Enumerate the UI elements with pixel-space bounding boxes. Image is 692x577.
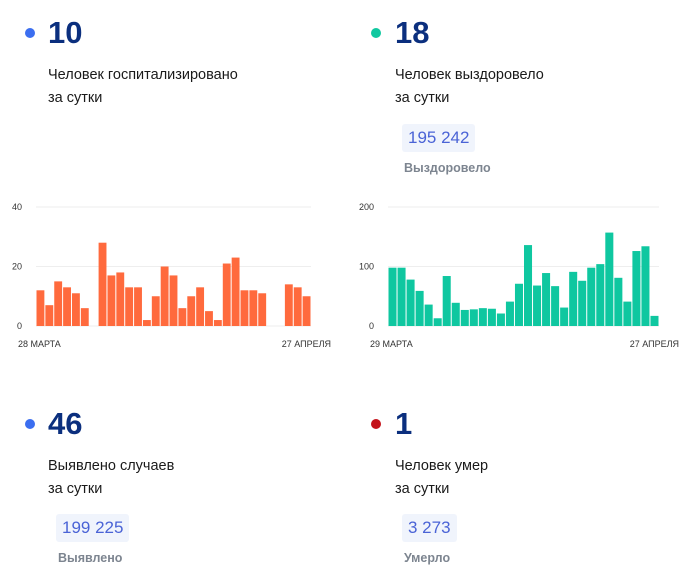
deaths-count: 1 bbox=[395, 406, 413, 441]
bar bbox=[142, 320, 151, 326]
bar bbox=[542, 273, 551, 326]
bar bbox=[560, 307, 569, 326]
y-tick-label: 20 bbox=[12, 262, 22, 272]
bar bbox=[460, 309, 469, 326]
bar bbox=[196, 287, 205, 326]
bar bbox=[388, 267, 397, 326]
bar bbox=[587, 267, 596, 326]
bar bbox=[258, 293, 267, 326]
bar bbox=[406, 279, 415, 326]
bar bbox=[205, 311, 213, 326]
x-end-label: 27 АПРЕЛЯ bbox=[282, 339, 331, 349]
hospitalized-count: 10 bbox=[48, 15, 83, 50]
bar bbox=[533, 285, 542, 326]
bar bbox=[623, 301, 632, 326]
cases-total-label: Выявлено bbox=[58, 551, 123, 565]
bar bbox=[107, 275, 116, 326]
blue-dot-icon bbox=[25, 28, 35, 38]
bar bbox=[415, 290, 424, 326]
bar bbox=[187, 296, 196, 326]
deaths-total: 3 273 bbox=[402, 514, 457, 542]
bar bbox=[169, 275, 178, 326]
teal-dot-icon bbox=[371, 28, 381, 38]
cases-label-line1: Выявлено случаев bbox=[48, 458, 175, 474]
bar bbox=[213, 320, 222, 326]
bar bbox=[134, 287, 142, 326]
bar bbox=[469, 309, 478, 326]
recovered-label-line1: Человек выздоровело bbox=[395, 67, 544, 83]
bar bbox=[284, 284, 293, 326]
bar bbox=[293, 287, 302, 326]
bar bbox=[569, 271, 578, 326]
cases-label-line2: за сутки bbox=[48, 481, 103, 497]
bar bbox=[160, 266, 169, 326]
x-start-label: 29 МАРТА bbox=[370, 339, 413, 349]
recovered-label-line2: за сутки bbox=[395, 90, 450, 106]
bar bbox=[240, 290, 249, 326]
bar bbox=[487, 308, 496, 326]
bar bbox=[151, 296, 160, 326]
bar bbox=[397, 267, 406, 326]
bar bbox=[505, 301, 514, 326]
bar bbox=[63, 287, 71, 326]
y-tick-label: 0 bbox=[369, 321, 374, 331]
bar bbox=[424, 304, 433, 326]
hospitalized-label-line2: за сутки bbox=[48, 90, 103, 106]
bar bbox=[614, 277, 623, 326]
recovered-count: 18 bbox=[395, 15, 430, 50]
bar bbox=[551, 286, 560, 326]
cases-total: 199 225 bbox=[56, 514, 130, 542]
bar bbox=[605, 232, 614, 326]
bar bbox=[524, 245, 533, 326]
y-tick-label: 40 bbox=[12, 202, 22, 212]
bar bbox=[632, 251, 641, 326]
bar bbox=[578, 280, 587, 326]
bar bbox=[496, 313, 505, 326]
deaths-label-line1: Человек умер bbox=[395, 458, 489, 474]
bar bbox=[116, 272, 125, 326]
y-tick-label: 100 bbox=[359, 262, 374, 272]
recovered-total: 195 242 bbox=[402, 124, 476, 152]
bar bbox=[433, 318, 442, 326]
bar bbox=[302, 296, 311, 326]
bar bbox=[54, 281, 63, 326]
blue-dot-icon bbox=[25, 419, 35, 429]
bar bbox=[125, 287, 134, 326]
bar bbox=[478, 308, 487, 326]
cases-count: 46 bbox=[48, 406, 83, 441]
bar bbox=[442, 276, 451, 326]
bar bbox=[71, 293, 80, 326]
bar bbox=[98, 242, 107, 326]
y-tick-label: 0 bbox=[17, 321, 22, 331]
bar bbox=[451, 302, 460, 326]
bar bbox=[222, 263, 231, 326]
recovered-chart: 0 100 200 29 МАРТА 27 АПРЕЛЯ bbox=[359, 202, 679, 349]
recovered-total-label: Выздоровело bbox=[404, 161, 491, 175]
x-end-label: 27 АПРЕЛЯ bbox=[630, 339, 679, 349]
bar bbox=[596, 264, 605, 326]
red-dot-icon bbox=[371, 419, 381, 429]
deaths-total-label: Умерло bbox=[404, 551, 451, 565]
hospitalized-label-line1: Человек госпитализировано bbox=[48, 67, 238, 83]
bar bbox=[80, 308, 89, 326]
bar bbox=[249, 290, 258, 326]
y-tick-label: 200 bbox=[359, 202, 374, 212]
deaths-label-line2: за сутки bbox=[395, 481, 450, 497]
hospitalized-chart: 0 20 40 28 МАРТА 27 АПРЕЛЯ bbox=[12, 202, 331, 349]
bar bbox=[231, 257, 240, 326]
bar bbox=[650, 315, 659, 326]
bar bbox=[178, 308, 187, 326]
bar bbox=[45, 305, 54, 326]
bar bbox=[641, 246, 650, 326]
x-start-label: 28 МАРТА bbox=[18, 339, 61, 349]
bar bbox=[514, 283, 523, 326]
bar bbox=[36, 290, 45, 326]
